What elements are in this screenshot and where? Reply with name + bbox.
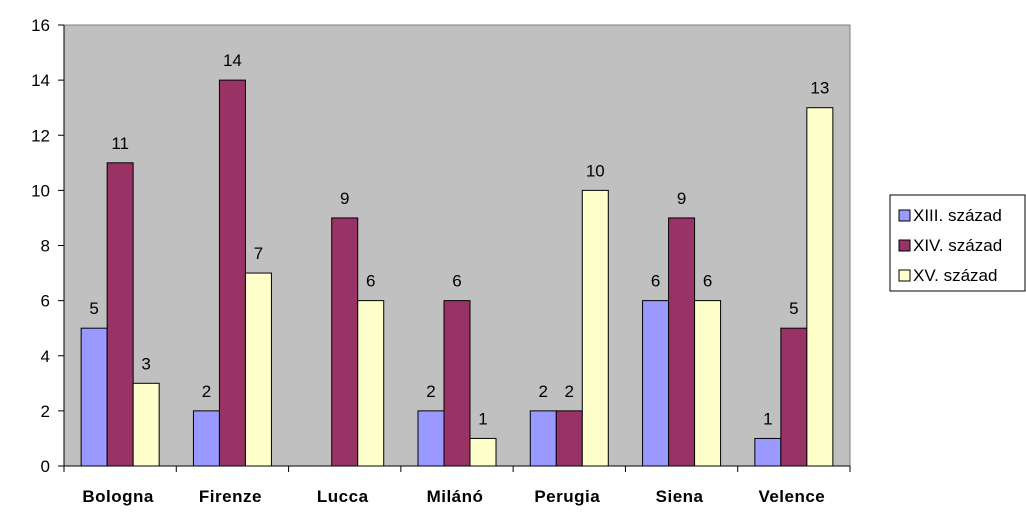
y-tick-label: 6 (41, 292, 50, 311)
bar-perugia-xiv-szazad (556, 411, 582, 466)
y-tick-label: 2 (41, 402, 50, 421)
bar-lucca-xiv-szazad (332, 218, 358, 466)
data-label-perugia-xv-szazad: 10 (586, 161, 605, 180)
bar-firenze-xiv-szazad (219, 80, 245, 466)
legend-label-xv-szazad: XV. század (913, 266, 997, 285)
y-tick-label: 10 (31, 181, 50, 200)
bar-milano-xiv-szazad (444, 301, 470, 466)
bar-firenze-xv-szazad (245, 273, 271, 466)
data-label-firenze-xiv-szazad: 14 (223, 51, 242, 70)
bar-bologna-xiv-szazad (107, 163, 133, 466)
y-tick-label: 8 (41, 237, 50, 256)
y-axis: 0 2 4 6 8 10 12 14 16 (31, 16, 64, 476)
data-label-lucca-xv-szazad: 6 (366, 272, 375, 291)
legend-label-xiv-szazad: XIV. század (913, 236, 1002, 255)
data-label-velence-xiii-szazad: 1 (763, 409, 772, 428)
data-label-milano-xiv-szazad: 6 (452, 272, 461, 291)
data-label-firenze-xv-szazad: 7 (254, 244, 263, 263)
data-label-perugia-xiv-szazad: 2 (565, 382, 574, 401)
category-label-perugia: Perugia (534, 487, 600, 506)
y-tick-label: 0 (41, 457, 50, 476)
legend-swatch-xiv-szazad (899, 240, 910, 251)
legend-label-xiii-szazad: XIII. század (913, 206, 1002, 225)
data-label-lucca-xiv-szazad: 9 (340, 189, 349, 208)
bar-lucca-xv-szazad (358, 301, 384, 466)
data-label-firenze-xiii-szazad: 2 (202, 382, 211, 401)
legend-swatch-xv-szazad (899, 270, 910, 281)
data-label-perugia-xiii-szazad: 2 (539, 382, 548, 401)
legend-swatch-xiii-szazad (899, 210, 910, 221)
data-label-bologna-xiv-szazad: 11 (111, 134, 129, 153)
bar-perugia-xv-szazad (582, 190, 608, 466)
x-axis (64, 466, 850, 472)
category-label-lucca: Lucca (317, 487, 369, 506)
data-label-milano-xv-szazad: 1 (478, 409, 487, 428)
bar-milano-xv-szazad (470, 438, 496, 466)
bar-velence-xv-szazad (807, 108, 833, 466)
data-label-velence-xv-szazad: 13 (810, 79, 829, 98)
y-tick-label: 16 (31, 16, 50, 35)
data-label-siena-xiv-szazad: 9 (677, 189, 686, 208)
category-label-milano: Milánó (427, 487, 484, 506)
bar-bologna-xiii-szazad (81, 328, 107, 466)
bar-siena-xiii-szazad (643, 301, 669, 466)
bar-velence-xiv-szazad (781, 328, 807, 466)
category-labels: Bologna Firenze Lucca Milánó Perugia Siena Vel… (82, 487, 825, 506)
bar-velence-xiii-szazad (755, 438, 781, 466)
y-tick-label: 12 (31, 126, 50, 145)
data-label-bologna-xiii-szazad: 5 (89, 299, 98, 318)
y-tick-label: 14 (31, 71, 50, 90)
data-label-siena-xv-szazad: 6 (703, 272, 712, 291)
data-label-milano-xiii-szazad: 2 (426, 382, 435, 401)
data-label-velence-xiv-szazad: 5 (789, 299, 798, 318)
data-label-bologna-xv-szazad: 3 (141, 354, 150, 373)
category-label-firenze: Firenze (199, 487, 262, 506)
category-label-velence: Velence (758, 487, 825, 506)
legend: XIII. század XIV. század XV. század (890, 195, 1025, 291)
bar-firenze-xiii-szazad (193, 411, 219, 466)
bar-perugia-xiii-szazad (530, 411, 556, 466)
bar-bologna-xv-szazad (133, 383, 159, 466)
y-tick-label: 4 (41, 347, 50, 366)
category-label-siena: Siena (656, 487, 704, 506)
bar-siena-xv-szazad (695, 301, 721, 466)
bar-milano-xiii-szazad (418, 411, 444, 466)
category-label-bologna: Bologna (82, 487, 154, 506)
data-label-siena-xiii-szazad: 6 (651, 272, 660, 291)
bar-siena-xiv-szazad (669, 218, 695, 466)
